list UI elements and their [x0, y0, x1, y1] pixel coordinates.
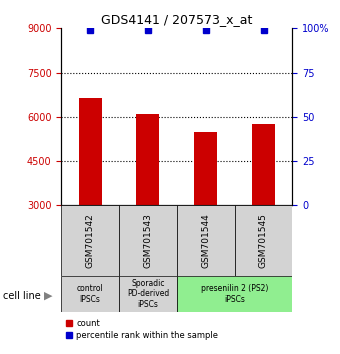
Title: GDS4141 / 207573_x_at: GDS4141 / 207573_x_at — [101, 13, 253, 26]
Bar — [79, 98, 102, 205]
Bar — [194, 132, 217, 205]
FancyBboxPatch shape — [119, 205, 177, 276]
FancyBboxPatch shape — [177, 276, 292, 312]
Text: presenilin 2 (PS2)
iPSCs: presenilin 2 (PS2) iPSCs — [201, 284, 268, 303]
Text: GSM701542: GSM701542 — [86, 213, 95, 268]
Text: GSM701544: GSM701544 — [201, 213, 210, 268]
FancyBboxPatch shape — [61, 276, 119, 312]
Text: GSM701545: GSM701545 — [259, 213, 268, 268]
Legend: count, percentile rank within the sample: count, percentile rank within the sample — [65, 319, 218, 340]
Text: control
IPSCs: control IPSCs — [77, 284, 103, 303]
FancyBboxPatch shape — [119, 276, 177, 312]
Bar — [252, 124, 275, 205]
FancyBboxPatch shape — [177, 205, 235, 276]
Text: ▶: ▶ — [44, 291, 53, 301]
Bar — [136, 114, 159, 205]
FancyBboxPatch shape — [61, 205, 119, 276]
FancyBboxPatch shape — [235, 205, 292, 276]
Text: Sporadic
PD-derived
iPSCs: Sporadic PD-derived iPSCs — [127, 279, 169, 309]
Text: cell line: cell line — [3, 291, 41, 301]
Text: GSM701543: GSM701543 — [143, 213, 152, 268]
